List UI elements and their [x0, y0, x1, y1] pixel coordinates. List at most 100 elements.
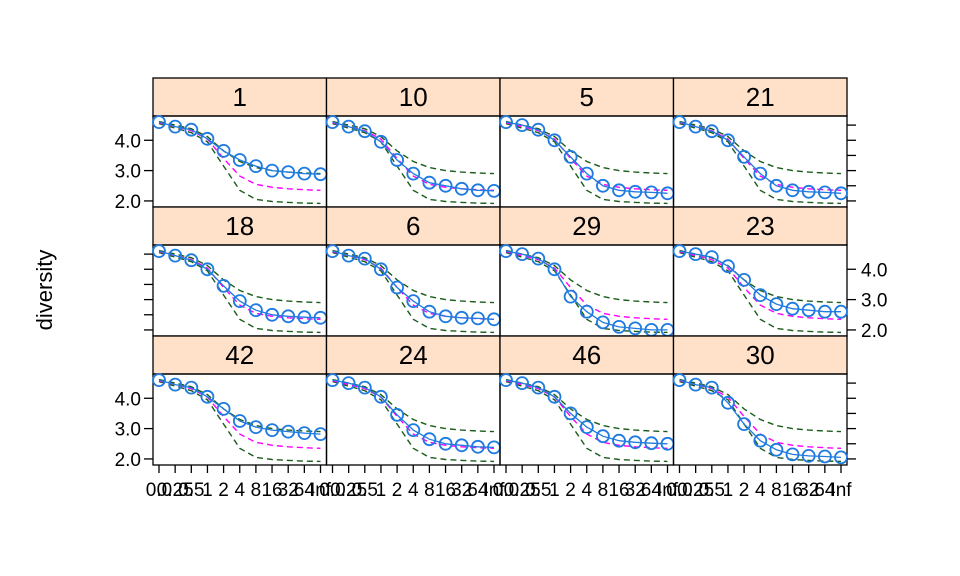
- point-18-1: [168, 248, 183, 263]
- strip-label-5: 5: [580, 82, 594, 112]
- point-46-4: [563, 406, 578, 421]
- mean-line-29: [505, 251, 668, 320]
- point-10-3: [373, 134, 388, 149]
- xtick-label-c0-1: 0.25: [157, 480, 194, 501]
- mean-line-18: [158, 251, 321, 320]
- xtick-label-c2-8: 32: [625, 480, 646, 501]
- xtick-label-c1-2: 0.5: [352, 480, 378, 501]
- band-upper-10: [332, 120, 495, 175]
- strip-46: [499, 335, 675, 375]
- band-lower-6: [332, 251, 495, 334]
- xtick-label-c3-7: 16: [782, 480, 803, 501]
- observed-line-6: [332, 250, 495, 320]
- point-46-5: [579, 420, 594, 435]
- point-24-0: [325, 373, 340, 388]
- panels-group: 1 10 5 21 18 6 29 23 42 24 46 30: [152, 77, 848, 466]
- band-lower-29: [505, 251, 668, 334]
- point-42-4: [216, 401, 231, 416]
- strip-label-6: 6: [406, 211, 420, 241]
- y-axis-label: diversity: [32, 250, 57, 331]
- point-18-0: [152, 244, 166, 259]
- strip-label-29: 29: [572, 211, 601, 241]
- strip-label-30: 30: [746, 340, 775, 370]
- xtick-label-c2-1: 0.25: [504, 480, 541, 501]
- band-upper-21: [679, 120, 842, 175]
- point-46-1: [515, 376, 529, 391]
- point-6-3: [373, 262, 388, 277]
- point-30-8: [801, 448, 816, 463]
- xtick-label-c1-5: 4: [408, 480, 419, 501]
- strip-18: [152, 206, 328, 246]
- point-29-2: [531, 251, 546, 266]
- point-30-7: [785, 447, 800, 462]
- band-lower-5: [505, 122, 668, 205]
- point-10-0: [325, 115, 340, 129]
- strip-30: [672, 335, 848, 375]
- xtick-label-c0-8: 32: [278, 480, 299, 501]
- xtick-label-c1-4: 2: [392, 480, 403, 501]
- band-upper-42: [158, 378, 321, 433]
- point-6-2: [357, 251, 372, 266]
- point-42-2: [184, 380, 199, 395]
- point-23-6: [769, 297, 784, 312]
- observed-line-24: [332, 379, 495, 449]
- axes-group: 2.03.04.02.03.04.02.03.04.00.00.250.51 2 4…: [115, 124, 887, 501]
- band-lower-23: [679, 251, 842, 334]
- strip-6: [325, 206, 501, 246]
- point-21-3: [721, 133, 735, 148]
- point-23-8: [801, 303, 816, 318]
- point-24-2: [357, 380, 372, 395]
- point-46-6: [596, 429, 610, 444]
- band-upper-23: [679, 249, 842, 304]
- xtick-label-c2-10: Inf: [657, 480, 679, 501]
- mean-line-1: [158, 122, 321, 191]
- band-lower-18: [158, 251, 321, 334]
- strip-label-18: 18: [225, 211, 254, 241]
- point-6-0: [325, 244, 340, 259]
- point-21-10: [834, 186, 848, 201]
- point-42-0: [152, 373, 166, 388]
- panel-5: 5: [499, 77, 675, 208]
- point-5-8: [628, 184, 643, 199]
- xtick-label-c3-6: 8: [771, 480, 782, 501]
- point-10-1: [341, 119, 356, 134]
- point-29-4: [563, 289, 578, 304]
- point-5-7: [612, 183, 626, 198]
- point-21-4: [737, 149, 751, 164]
- mean-line-6: [332, 251, 495, 320]
- point-24-6: [422, 432, 437, 447]
- point-30-1: [688, 377, 703, 392]
- band-lower-1: [158, 122, 321, 205]
- point-6-4: [390, 280, 405, 295]
- point-6-1: [341, 248, 356, 263]
- point-46-9: [644, 436, 659, 451]
- observed-line-10: [332, 121, 495, 192]
- point-23-1: [688, 247, 703, 262]
- ytick-label-left-r0-2: 4.0: [115, 131, 141, 152]
- point-24-8: [454, 438, 469, 453]
- band-upper-18: [158, 249, 321, 304]
- point-1-3: [200, 131, 215, 146]
- point-30-9: [818, 449, 832, 464]
- xtick-label-c2-4: 2: [565, 480, 576, 501]
- band-upper-5: [505, 120, 668, 175]
- xtick-label-c2-6: 8: [598, 480, 609, 501]
- point-30-5: [753, 433, 768, 448]
- xtick-label-c0-3: 1: [202, 480, 213, 501]
- point-46-3: [547, 389, 562, 404]
- band-upper-6: [332, 249, 495, 304]
- point-18-7: [265, 307, 280, 322]
- point-23-5: [753, 288, 768, 303]
- point-24-5: [406, 423, 421, 438]
- xtick-label-c3-4: 2: [739, 480, 750, 501]
- point-29-1: [515, 247, 529, 262]
- xtick-label-c0-10: Inf: [310, 480, 332, 501]
- ytick-label-right-r1-1: 3.0: [861, 291, 887, 312]
- band-lower-46: [505, 380, 668, 463]
- panel-10: 10: [325, 77, 501, 208]
- xtick-label-c2-9: 64: [641, 480, 663, 501]
- band-upper-24: [332, 378, 495, 433]
- panel-1: 1: [152, 77, 328, 208]
- xtick-label-c2-0: 0.0: [493, 480, 519, 501]
